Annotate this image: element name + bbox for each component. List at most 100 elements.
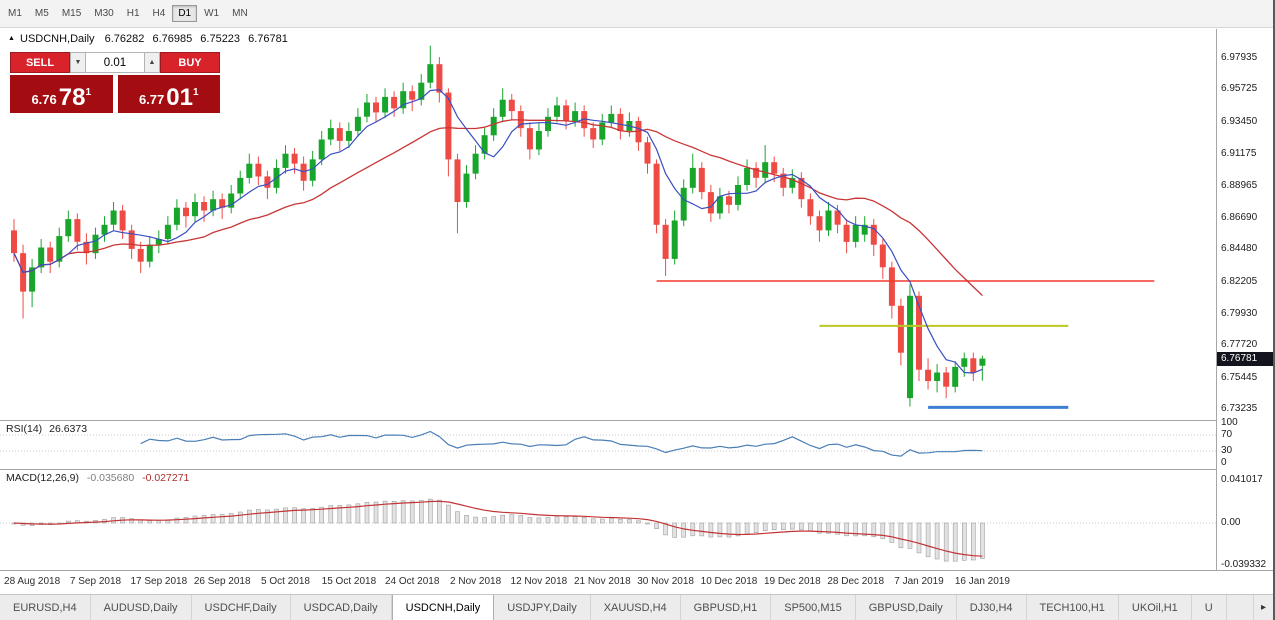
rsi-axis-label: 70 [1221, 429, 1233, 440]
price-axis-label: 6.84480 [1221, 243, 1258, 255]
current-price-tag: 6.76781 [1217, 351, 1273, 366]
macd-axis-label: -0.039332 [1221, 558, 1267, 570]
ohlc-open: 6.76282 [104, 33, 145, 45]
volume-increase-button[interactable]: ▲ [144, 52, 160, 73]
chart-tab-usdcad-daily[interactable]: USDCAD,Daily [291, 595, 392, 620]
timeframe-button-w1[interactable]: W1 [198, 5, 225, 22]
timeframe-button-m30[interactable]: M30 [88, 5, 119, 22]
macd-name: MACD(12,26,9) [6, 472, 79, 484]
price-axis-label: 6.88965 [1221, 179, 1258, 191]
panel-splitter-rsi-macd[interactable] [0, 469, 1273, 470]
date-axis-label: 7 Sep 2018 [69, 576, 122, 587]
one-click-trade-panel: SELL ▼ 0.01 ▲ BUY 6.76 78 1 6.77 01 1 [10, 52, 220, 113]
date-axis-label: 7 Jan 2019 [894, 576, 944, 587]
date-axis-label: 30 Nov 2018 [637, 576, 694, 587]
sell-button[interactable]: SELL [10, 52, 70, 73]
timeframe-button-m1[interactable]: M1 [2, 5, 28, 22]
chart-tab-usdjpy-daily[interactable]: USDJPY,Daily [494, 595, 591, 620]
buy-price-pip: 1 [192, 87, 199, 98]
tab-scroll-right-button[interactable]: ▸ [1253, 595, 1273, 620]
chart-tab-u[interactable]: U [1192, 595, 1227, 620]
chart-tab-audusd-daily[interactable]: AUDUSD,Daily [91, 595, 192, 620]
rsi-axis-label: 0 [1221, 457, 1227, 468]
price-axis-label: 6.77720 [1221, 339, 1258, 351]
chart-tab-dj30-h4[interactable]: DJ30,H4 [957, 595, 1027, 620]
sell-price-pip: 1 [85, 87, 92, 98]
panel-splitter-main-rsi[interactable] [0, 420, 1273, 421]
price-axis-label: 6.73235 [1221, 403, 1258, 414]
chevron-down-icon: ▼ [74, 59, 82, 66]
date-axis-label: 15 Oct 2018 [321, 576, 377, 587]
timeframe-button-h1[interactable]: H1 [121, 5, 146, 22]
price-axis: 6.97935 6.95725 6.93450 6.91175 6.88965 6.866… [1216, 29, 1273, 570]
buy-price-display[interactable]: 6.77 01 1 [117, 75, 220, 113]
rsi-indicator-chart[interactable] [0, 421, 1216, 469]
timeframe-button-m15[interactable]: M15 [56, 5, 87, 22]
chart-tab-tech100-h1[interactable]: TECH100,H1 [1027, 595, 1119, 620]
price-axis-label: 6.79930 [1221, 307, 1258, 319]
chevron-right-icon: ▸ [1260, 602, 1267, 613]
rsi-value: 26.6373 [49, 423, 88, 435]
chart-tab-usdchf-daily[interactable]: USDCHF,Daily [192, 595, 291, 620]
chart-tab-bar: EURUSD,H4 AUDUSD,Daily USDCHF,Daily USDCAD,… [0, 594, 1273, 620]
price-axis-label: 6.75445 [1221, 371, 1258, 383]
buy-button[interactable]: BUY [160, 52, 220, 73]
timeframe-button-d1[interactable]: D1 [172, 5, 198, 22]
date-axis-label: 24 Oct 2018 [384, 576, 440, 587]
macd-label: MACD(12,26,9) -0.035680 -0.027271 [6, 472, 189, 484]
timeframe-button-mn[interactable]: MN [226, 5, 254, 22]
date-axis-label: 10 Dec 2018 [700, 576, 758, 587]
ohlc-low: 6.75223 [200, 33, 241, 45]
price-axis-label: 6.91175 [1221, 148, 1257, 160]
timeframe-toolbar: M1 M5 M15 M30 H1 H4 D1 W1 MN [0, 0, 1273, 28]
symbol-marker-icon: ▲ [8, 35, 15, 42]
chart-tab-xauusd-h4[interactable]: XAUUSD,H4 [591, 595, 681, 620]
rsi-axis-label: 100 [1221, 417, 1238, 428]
date-axis: 28 Aug 2018 7 Sep 2018 17 Sep 2018 26 Sep 2… [0, 570, 1273, 594]
date-axis-label: 28 Dec 2018 [827, 576, 885, 587]
chart-tab-ukoil-h1[interactable]: UKOil,H1 [1119, 595, 1192, 620]
chevron-up-icon: ▲ [148, 59, 156, 66]
chart-tab-eurusd-h4[interactable]: EURUSD,H4 [0, 595, 91, 620]
price-axis-label: 6.86690 [1221, 211, 1258, 223]
date-axis-label: 26 Sep 2018 [193, 576, 251, 587]
rsi-name: RSI(14) [6, 423, 43, 435]
sell-price-big: 78 [58, 84, 86, 111]
macd-signal-value: -0.027271 [142, 472, 190, 484]
macd-axis-label: 0.00 [1221, 517, 1241, 528]
volume-decrease-button[interactable]: ▼ [70, 52, 86, 73]
date-axis-label: 21 Nov 2018 [573, 576, 631, 587]
chart-tab-gbpusd-h1[interactable]: GBPUSD,H1 [681, 595, 772, 620]
price-axis-label: 6.95725 [1221, 83, 1258, 95]
sell-price-main: 6.76 [31, 92, 57, 107]
macd-axis-label: 0.041017 [1221, 473, 1263, 485]
buy-price-big: 01 [166, 84, 193, 111]
chart-tab-gbpusd-daily[interactable]: GBPUSD,Daily [856, 595, 957, 620]
price-axis-label: 6.93450 [1221, 115, 1258, 127]
chart-title: ▲ USDCNH,Daily 6.76282 6.76985 6.75223 6… [8, 33, 288, 45]
chart-tab-usdcnh-daily[interactable]: USDCNH,Daily [391, 595, 495, 620]
chart-tab-sp500-m15[interactable]: SP500,M15 [771, 595, 856, 620]
date-axis-label: 19 Dec 2018 [763, 576, 821, 587]
timeframe-button-m5[interactable]: M5 [29, 5, 55, 22]
date-axis-label: 2 Nov 2018 [450, 576, 502, 587]
ohlc-high: 6.76985 [152, 33, 193, 45]
chart-symbol-label: USDCNH,Daily [20, 33, 95, 45]
rsi-label: RSI(14) 26.6373 [6, 423, 87, 435]
macd-indicator-chart[interactable] [0, 470, 1216, 570]
date-axis-label: 12 Nov 2018 [510, 576, 568, 587]
rsi-axis-label: 30 [1221, 445, 1233, 456]
date-axis-label: 16 Jan 2019 [954, 576, 1010, 587]
price-axis-label: 6.82205 [1221, 275, 1258, 287]
ohlc-close: 6.76781 [248, 33, 288, 45]
date-axis-label: 17 Sep 2018 [130, 576, 188, 587]
price-axis-label: 6.97935 [1221, 52, 1258, 63]
date-axis-label: 5 Oct 2018 [261, 576, 310, 587]
buy-price-main: 6.77 [138, 92, 165, 107]
macd-main-value: -0.035680 [86, 472, 135, 484]
date-axis-label: 28 Aug 2018 [4, 576, 61, 587]
sell-price-display[interactable]: 6.76 78 1 [10, 75, 113, 113]
timeframe-button-h4[interactable]: H4 [147, 5, 172, 22]
volume-input[interactable]: 0.01 [86, 52, 144, 73]
